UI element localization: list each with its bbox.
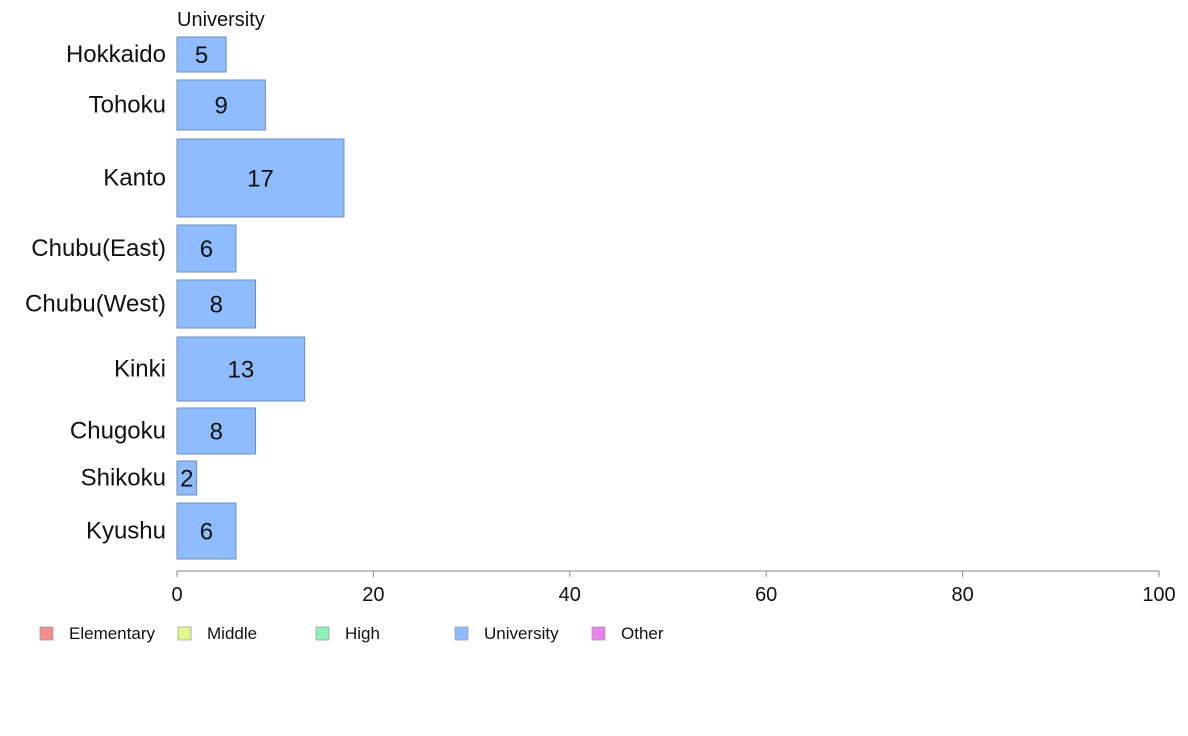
legend-label-other: Other — [621, 624, 664, 643]
legend-swatch-high — [315, 626, 330, 641]
category-label: Hokkaido — [66, 41, 166, 68]
bar-value-label: 8 — [210, 292, 223, 319]
x-axis: 0 20 40 60 80 100 — [171, 570, 1176, 606]
bar-kanto — [176, 138, 345, 218]
bar-value-label: 17 — [247, 166, 274, 193]
legend: Elementary Middle High University Other — [39, 624, 664, 643]
bar-value-label: 5 — [195, 42, 208, 69]
bar-value-label: 8 — [210, 419, 223, 446]
bar-chubu-west — [176, 279, 257, 329]
legend-label-university: University — [484, 624, 559, 643]
legend-swatch-elementary — [39, 626, 54, 641]
legend-swatch-other — [591, 626, 606, 641]
bar-tohoku — [176, 79, 266, 131]
legend-label-middle: Middle — [207, 624, 257, 643]
bar-value-label: 13 — [227, 357, 254, 384]
bar-value-label: 6 — [200, 236, 213, 263]
bar-value-label: 9 — [215, 93, 228, 120]
x-tick-label: 20 — [362, 584, 384, 606]
bar-kinki — [176, 336, 306, 402]
category-label: Shikoku — [81, 465, 166, 492]
bar-value-label: 6 — [200, 519, 213, 546]
x-tick-label: 60 — [755, 584, 777, 606]
x-tick-label: 40 — [559, 584, 581, 606]
legend-label-elementary: Elementary — [69, 624, 155, 643]
category-label: Chubu(East) — [31, 235, 166, 262]
bar-chubu-east — [176, 224, 237, 273]
x-tick-label: 80 — [951, 584, 973, 606]
bar-kyushu — [176, 502, 237, 560]
category-label: Chugoku — [70, 418, 166, 445]
bars-group: Hokkaido 5 Tohoku 9 Kanto 17 Chubu(East) 6 Chubu… — [25, 36, 345, 560]
x-tick-label: 100 — [1142, 584, 1175, 606]
bar-value-label: 2 — [180, 466, 193, 493]
category-label: Kinki — [114, 356, 166, 383]
legend-swatch-university — [454, 626, 469, 641]
panel-title: University — [177, 9, 265, 31]
bar-shikoku — [176, 460, 198, 496]
legend-label-high: High — [345, 624, 380, 643]
x-tick-label: 0 — [171, 584, 182, 606]
legend-swatch-middle — [177, 626, 192, 641]
bar-chugoku — [176, 407, 257, 455]
category-label: Tohoku — [89, 92, 166, 119]
category-label: Kanto — [103, 165, 166, 192]
category-label: Chubu(West) — [25, 291, 166, 318]
category-label: Kyushu — [86, 518, 166, 545]
bar-hokkaido — [176, 36, 227, 73]
